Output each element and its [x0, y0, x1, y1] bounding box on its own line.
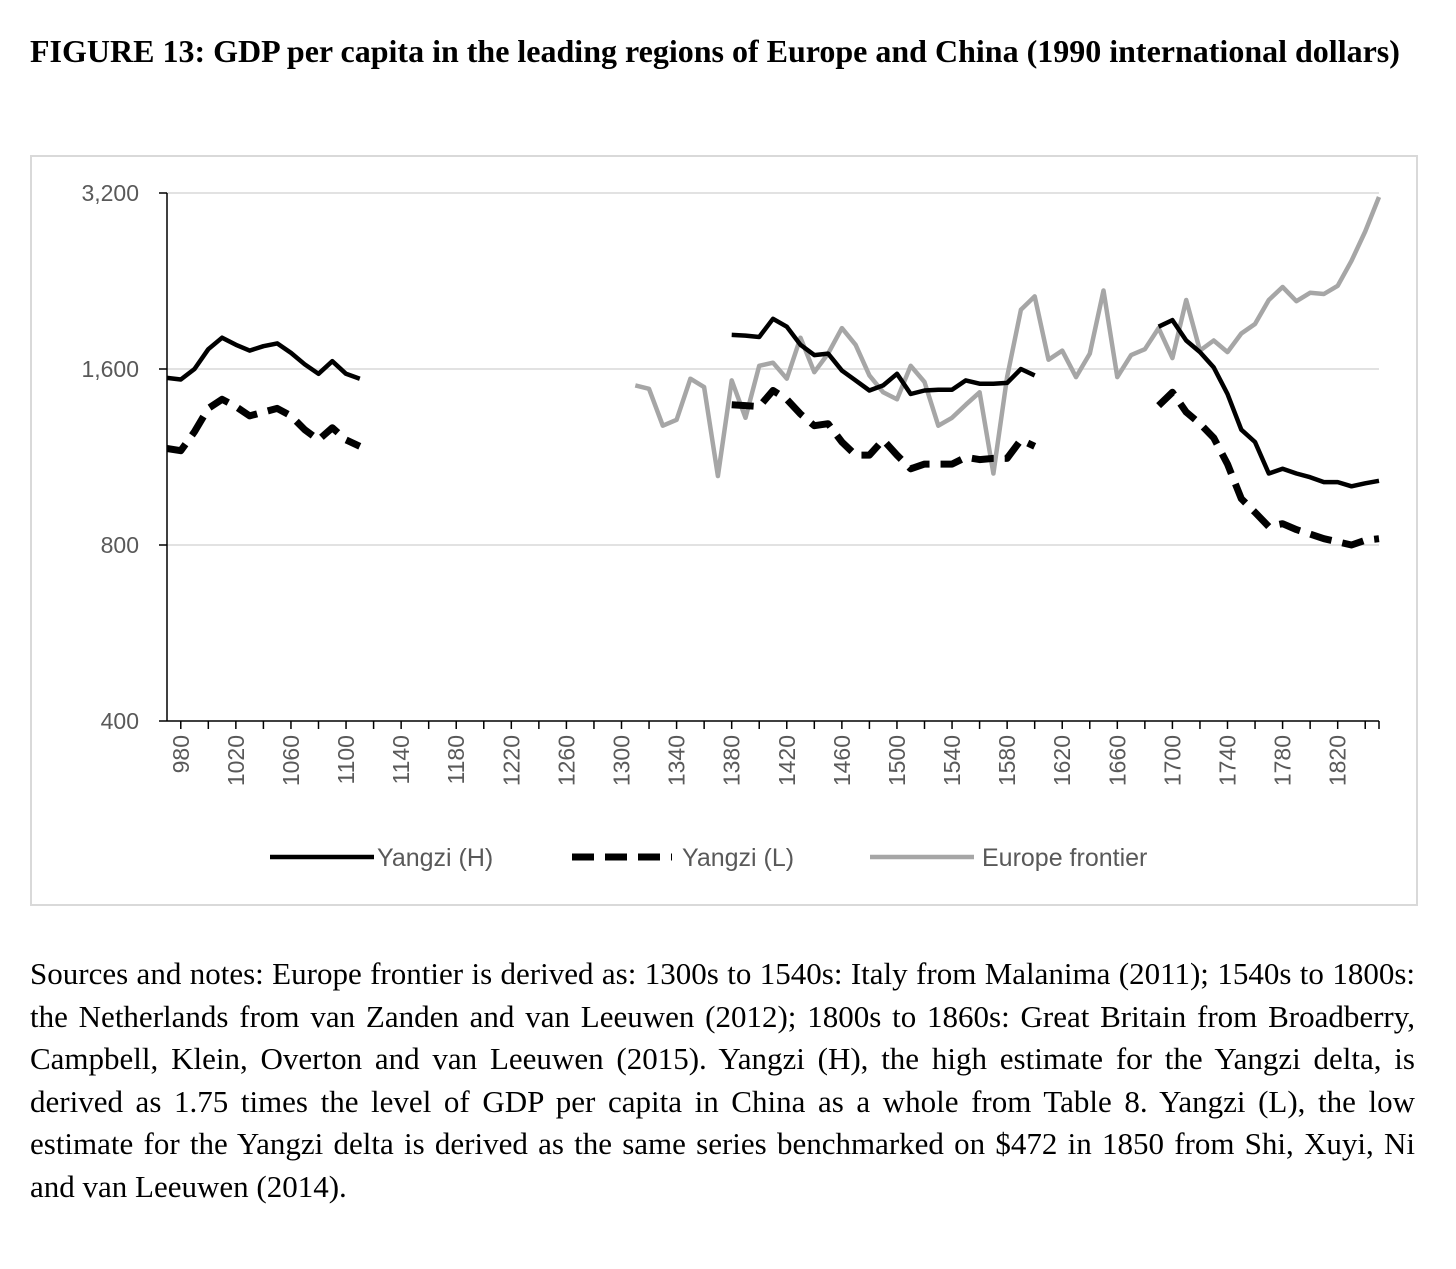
series-line-yangzi-h: [1157, 317, 1380, 489]
x-tick-label: 1740: [1215, 735, 1241, 786]
figure-title: FIGURE 13: GDP per capita in the leading…: [30, 33, 1400, 69]
legend-label-yangzi-l: Yangzi (L): [682, 844, 794, 872]
series-line-europe-frontier: [634, 196, 1382, 479]
x-tick-label: 1180: [443, 735, 469, 784]
sources-and-notes: Sources and notes: Europe frontier is de…: [30, 956, 1415, 1204]
x-tick-label: 1780: [1270, 735, 1296, 786]
x-tick-label: 1220: [498, 735, 524, 786]
y-tick-label: 400: [101, 708, 139, 734]
x-tick-label: 1420: [774, 735, 800, 786]
series-line-yangzi-h: [731, 316, 1036, 397]
x-tick-label: 1820: [1325, 735, 1351, 786]
x-tick-label: 980: [168, 735, 194, 773]
x-tick-label: 1620: [1049, 735, 1075, 786]
legend: Yangzi (H) Yangzi (L) Europe frontier: [270, 844, 1147, 872]
line-chart: 400 800 1,600 3,200 980 1020 1060 1100 1140 1180 1…: [81, 180, 1382, 872]
x-tick-label: 1060: [278, 735, 304, 786]
x-tick-label: 1100: [333, 735, 359, 784]
x-tick-label: 1500: [884, 735, 910, 786]
y-tick-label: 800: [101, 532, 139, 558]
y-tick-label: 1,600: [81, 356, 139, 382]
x-tick-label: 1540: [939, 735, 965, 786]
x-tick-label: 1580: [994, 735, 1020, 786]
legend-label-yangzi-h: Yangzi (H): [377, 844, 493, 872]
chart-frame: 400 800 1,600 3,200 980 1020 1060 1100 1140 1180 1…: [30, 155, 1418, 906]
x-tick-label: 1660: [1104, 735, 1130, 786]
series-line-yangzi-h: [166, 335, 361, 382]
x-tick-label: 1260: [553, 735, 579, 786]
gridlines: [167, 192, 1379, 546]
y-tick-label: 3,200: [81, 180, 139, 206]
series-line-yangzi-l: [1156, 388, 1380, 549]
series-line-yangzi-l: [166, 395, 362, 455]
legend-label-europe-frontier: Europe frontier: [982, 844, 1147, 872]
x-tick-label: 1380: [719, 735, 745, 786]
x-tick-label: 1020: [223, 735, 249, 786]
series-lines: [166, 196, 1382, 549]
x-tick-label: 1340: [664, 735, 690, 786]
x-tick-label: 1140: [388, 735, 414, 784]
axes: 400 800 1,600 3,200 980 1020 1060 1100 1140 1180 1…: [81, 180, 1380, 786]
x-tick-label: 1460: [829, 735, 855, 786]
series-line-yangzi-l: [731, 387, 1037, 473]
x-tick-label: 1300: [609, 735, 635, 786]
x-tick-label: 1700: [1159, 735, 1185, 786]
